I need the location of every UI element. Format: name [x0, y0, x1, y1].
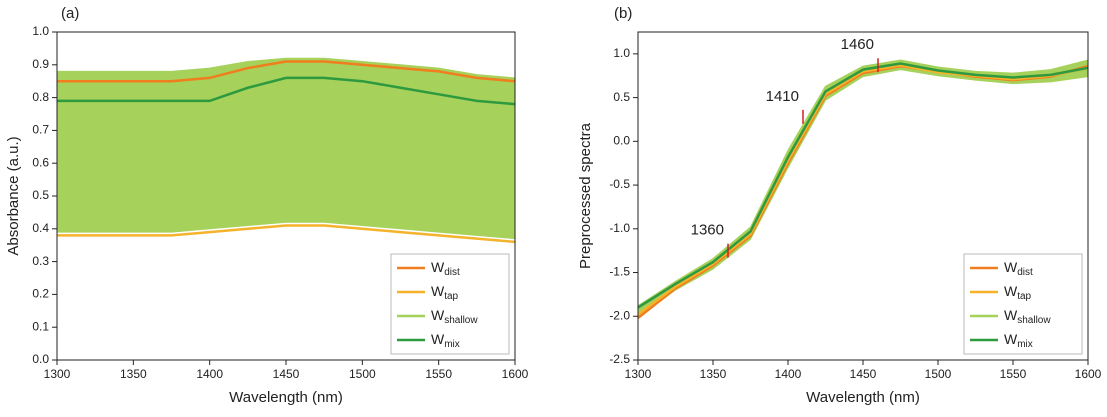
y-axis-label: Preprocessed spectra	[577, 122, 594, 269]
legend-label: Wshallow	[431, 307, 478, 326]
series-line	[57, 60, 515, 83]
legend-label: Wtap	[1004, 283, 1032, 302]
legend-box	[963, 253, 1083, 355]
y-tick-label: 0.0	[613, 134, 630, 148]
x-tick-label: 1350	[700, 367, 727, 381]
frame	[56, 31, 516, 361]
y-tick-label: 0.6	[32, 155, 49, 169]
plot-area	[638, 59, 1088, 319]
y-tick-label: -2.5	[609, 352, 630, 366]
y-tick-label: 0.2	[32, 287, 49, 301]
y-tick-label: 0.5	[613, 90, 630, 104]
y-tick-label: -0.5	[609, 177, 630, 191]
x-tick-label: 1300	[625, 367, 652, 381]
y-axis-label: Absorbance (a.u.)	[5, 136, 22, 255]
y-tick-label: 1.0	[32, 24, 49, 38]
band	[638, 59, 1088, 319]
x-tick-label: 1300	[44, 367, 71, 381]
series-line	[638, 62, 1088, 309]
legend-label: Wtap	[431, 283, 459, 302]
legend-label: Wshallow	[1004, 307, 1051, 326]
annotation: 1410	[766, 88, 799, 105]
x-tick-label: 1400	[196, 367, 223, 381]
panel-label: (a)	[61, 5, 79, 22]
series-line	[57, 135, 515, 161]
legend-box	[390, 253, 510, 355]
x-tick-label: 1500	[349, 367, 376, 381]
x-tick-label: 1450	[273, 367, 300, 381]
frame	[637, 31, 1089, 361]
x-tick-label: 1600	[1075, 367, 1102, 381]
y-tick-label: 0.5	[32, 188, 49, 202]
annotation: 1460	[841, 36, 874, 53]
y-tick-label: 0.7	[32, 123, 49, 137]
x-tick-label: 1350	[120, 367, 147, 381]
legend-label: Wdist	[431, 259, 460, 278]
y-tick-label: 0.3	[32, 254, 49, 268]
x-tick-label: 1600	[502, 367, 529, 381]
legend-label: Wmix	[1004, 331, 1033, 350]
x-tick-label: 1550	[1000, 367, 1027, 381]
y-tick-label: -1.0	[609, 221, 630, 235]
y-tick-label: -2.0	[609, 308, 630, 322]
y-tick-label: 0.8	[32, 90, 49, 104]
band	[57, 57, 515, 240]
x-axis-label: Wavelength (nm)	[806, 389, 920, 406]
x-tick-label: 1550	[425, 367, 452, 381]
plot-area	[57, 57, 515, 244]
panel-label: (b)	[614, 5, 632, 22]
y-tick-label: -1.5	[609, 265, 630, 279]
x-tick-label: 1450	[850, 367, 877, 381]
series-line	[57, 76, 515, 106]
y-tick-label: 0.1	[32, 319, 49, 333]
x-tick-label: 1400	[775, 367, 802, 381]
y-tick-label: 0.9	[32, 57, 49, 71]
legend-label: Wmix	[431, 331, 460, 350]
annotation: 1360	[691, 222, 724, 239]
series-line	[57, 224, 515, 244]
x-tick-label: 1500	[925, 367, 952, 381]
y-tick-label: 0.4	[32, 221, 49, 235]
legend-label: Wdist	[1004, 259, 1033, 278]
y-tick-label: 0.0	[32, 352, 49, 366]
x-axis-label: Wavelength (nm)	[229, 389, 343, 406]
y-tick-label: 1.0	[613, 46, 630, 60]
series-line	[638, 63, 1088, 316]
